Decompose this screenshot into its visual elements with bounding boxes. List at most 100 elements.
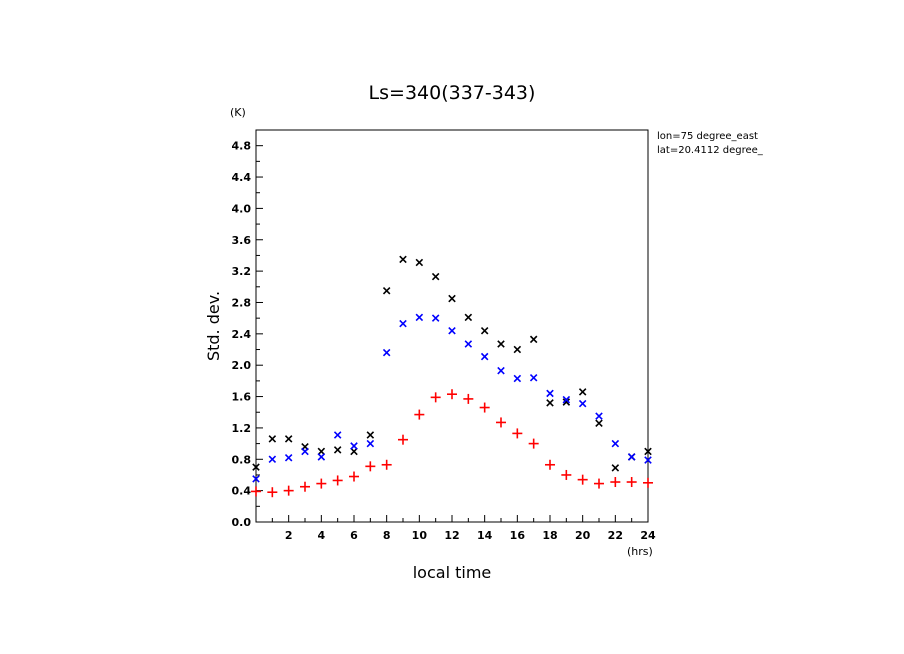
y-tick-label: 4.8	[232, 140, 252, 153]
data-point	[610, 477, 621, 488]
data-point	[577, 474, 588, 485]
data-point	[431, 272, 440, 281]
data-point	[252, 463, 260, 471]
data-point	[268, 455, 277, 464]
data-point	[479, 402, 490, 413]
data-point	[415, 258, 424, 267]
y-tick-label: 3.6	[232, 234, 252, 247]
data-point	[252, 475, 260, 483]
y-tick-label: 4.0	[232, 202, 252, 215]
x-tick-label: 4	[318, 529, 326, 542]
y-tick-label: 0.4	[232, 485, 252, 498]
data-point	[529, 373, 538, 382]
data-point	[611, 439, 620, 448]
y-axis-ticks: 0.0 0.4 0.8 1.2 1.6 2.0 2.4 2.8 3.2 3.6 4.0 4.4 4.8	[232, 140, 263, 529]
data-point	[513, 374, 522, 383]
data-point	[627, 453, 636, 461]
data-point	[561, 469, 572, 480]
x-unit-label: (hrs)	[627, 545, 653, 558]
annotation-lon: lon=75 degree_east	[657, 131, 758, 142]
data-point	[414, 409, 425, 420]
data-point	[317, 453, 326, 461]
x-tick-label: 10	[412, 529, 428, 542]
data-point	[431, 314, 440, 322]
data-point	[497, 340, 505, 348]
data-point	[512, 428, 523, 439]
data-point	[578, 388, 587, 396]
data-point	[464, 313, 473, 322]
data-point	[333, 431, 342, 439]
data-point	[350, 442, 358, 450]
x-axis-ticks: 2 4 6 8 10 12 14 16 18 20 22 24	[271, 515, 656, 542]
data-point	[595, 412, 603, 420]
y-tick-label: 3.2	[232, 265, 252, 278]
data-point	[643, 477, 653, 488]
y-axis-label: Std. dev.	[204, 291, 223, 361]
data-point	[268, 435, 277, 443]
x-tick-label: 18	[542, 529, 557, 542]
data-point	[284, 435, 293, 443]
data-point	[300, 481, 310, 492]
data-point	[382, 286, 391, 295]
y-tick-label: 4.4	[232, 171, 252, 184]
y-tick-label: 0.0	[232, 516, 252, 529]
x-tick-label: 8	[383, 529, 391, 542]
data-point	[447, 389, 457, 400]
data-point	[399, 319, 407, 328]
y-tick-label: 1.2	[232, 422, 252, 435]
data-point	[381, 459, 392, 470]
data-point	[366, 439, 375, 448]
data-point	[644, 447, 652, 456]
x-tick-label: 16	[510, 529, 526, 542]
data-point	[496, 417, 506, 428]
data-point	[595, 419, 603, 427]
x-tick-label: 22	[608, 529, 623, 542]
x-tick-label: 12	[444, 529, 459, 542]
data-point	[366, 431, 375, 439]
data-point	[578, 399, 587, 408]
x-axis-label: local time	[413, 563, 492, 582]
data-point	[301, 447, 309, 456]
data-point	[562, 398, 571, 406]
data-point	[398, 434, 408, 445]
plot-frame	[255, 129, 649, 523]
data-point	[513, 345, 522, 354]
x-tick-label: 14	[477, 529, 493, 542]
data-point	[464, 340, 473, 348]
data-point	[448, 294, 456, 303]
data-point	[415, 313, 424, 322]
y-tick-label: 1.6	[232, 391, 252, 404]
data-point	[626, 477, 637, 488]
y-tick-label: 0.8	[232, 453, 252, 466]
data-point	[546, 389, 554, 398]
data-point	[283, 485, 294, 496]
data-point	[399, 255, 407, 264]
data-point	[562, 395, 571, 404]
data-point	[382, 348, 391, 357]
y-unit-label: (K)	[230, 106, 246, 119]
data-point	[365, 461, 376, 472]
data-point	[644, 456, 652, 464]
x-tick-label: 24	[640, 529, 656, 542]
data-point	[546, 399, 554, 407]
data-point	[349, 471, 359, 482]
data-point	[594, 478, 604, 489]
y-tick-label: 2.4	[232, 328, 252, 341]
data-point	[529, 335, 538, 344]
y-tick-label: 2.0	[232, 359, 252, 372]
data-point	[332, 475, 343, 486]
data-point	[480, 326, 489, 335]
data-point	[267, 487, 278, 498]
x-tick-label: 6	[350, 529, 358, 542]
data-point	[251, 486, 261, 497]
data-point	[317, 447, 326, 456]
data-point	[611, 464, 620, 472]
data-point	[448, 326, 456, 335]
data-point	[350, 447, 358, 456]
data-point	[316, 478, 327, 489]
data-points	[251, 255, 653, 498]
data-point	[528, 438, 539, 449]
x-tick-label: 20	[575, 529, 591, 542]
data-point	[284, 453, 293, 462]
